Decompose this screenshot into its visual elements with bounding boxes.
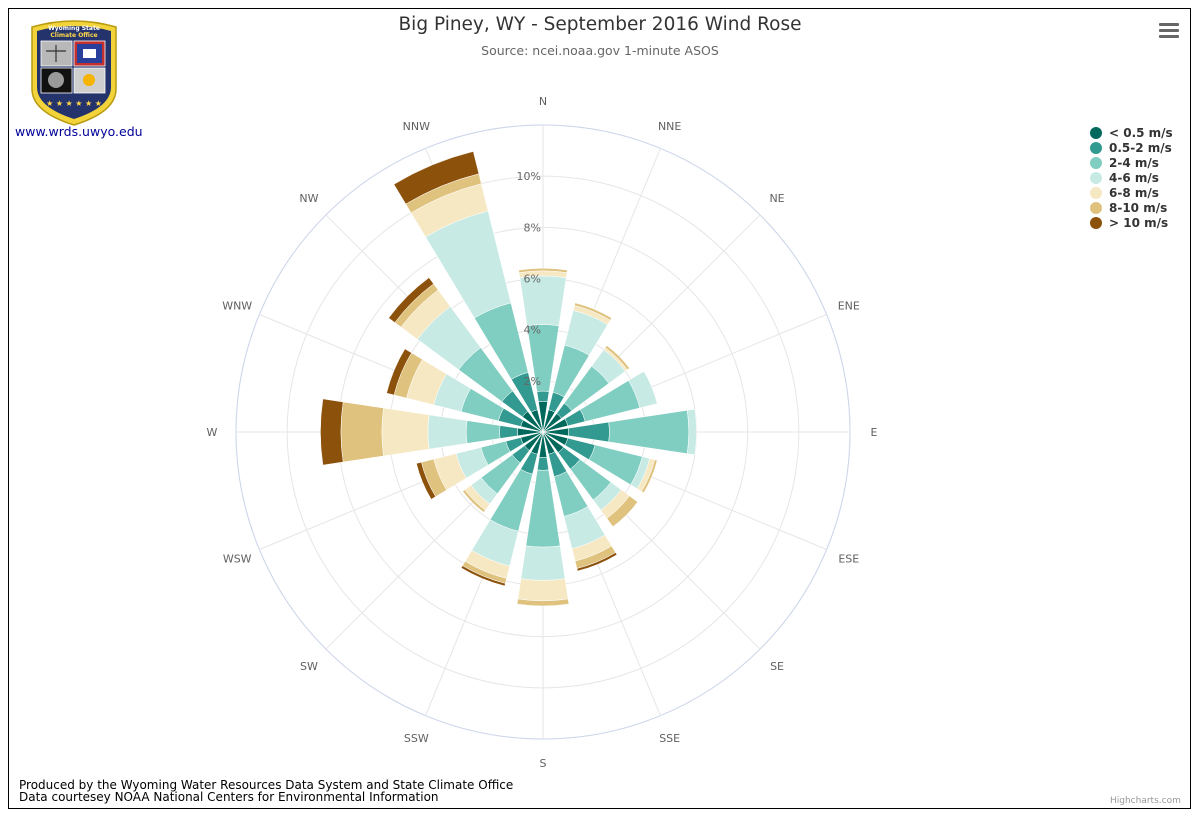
legend-item[interactable]: 2-4 m/s bbox=[1090, 155, 1173, 170]
legend-item[interactable]: 4-6 m/s bbox=[1090, 170, 1173, 185]
highcharts-credit[interactable]: Highcharts.com bbox=[1110, 796, 1181, 806]
direction-label-e: E bbox=[871, 426, 878, 439]
wind-bar-w[interactable] bbox=[320, 398, 344, 466]
legend-item[interactable]: < 0.5 m/s bbox=[1090, 125, 1173, 140]
legend-symbol bbox=[1090, 186, 1102, 199]
wind-bar-s[interactable] bbox=[520, 545, 566, 581]
legend-symbol bbox=[1090, 216, 1102, 229]
direction-label-nne: NNE bbox=[658, 120, 681, 133]
wind-bar-n[interactable] bbox=[518, 268, 568, 273]
wind-bar-e[interactable] bbox=[568, 421, 610, 443]
website-link[interactable]: www.wrds.uwyo.edu bbox=[15, 124, 143, 139]
direction-label-ne: NE bbox=[769, 192, 784, 205]
direction-label-w: W bbox=[207, 426, 218, 439]
legend-label: 0.5-2 m/s bbox=[1109, 140, 1172, 155]
legend: < 0.5 m/s 0.5-2 m/s 2-4 m/s 4-6 m/s 6-8 m/s 8… bbox=[1090, 125, 1173, 230]
legend-item[interactable]: 8-10 m/s bbox=[1090, 200, 1173, 215]
chart-title: Big Piney, WY - September 2016 Wind Rose bbox=[398, 14, 802, 35]
logo-text-line2: Climate Office bbox=[50, 32, 97, 39]
wind-bar-sw[interactable] bbox=[462, 489, 486, 513]
legend-item[interactable]: 0.5-2 m/s bbox=[1090, 140, 1173, 155]
wind-bar-ssw[interactable] bbox=[460, 565, 506, 587]
radial-tick-label: 6% bbox=[524, 273, 541, 286]
wind-bar-s[interactable] bbox=[517, 578, 569, 602]
wind-bar-e[interactable] bbox=[608, 410, 690, 454]
wind-bar-w[interactable] bbox=[499, 425, 518, 439]
legend-item[interactable]: 6-8 m/s bbox=[1090, 185, 1173, 200]
legend-label: > 10 m/s bbox=[1109, 215, 1169, 230]
radial-tick-label: 4% bbox=[524, 324, 541, 337]
direction-label-ene: ENE bbox=[838, 299, 860, 312]
legend-symbol bbox=[1090, 201, 1102, 214]
climate-office-logo: Wyoming State Climate Office ★ ★ ★ ★ ★ ★ bbox=[31, 20, 117, 126]
legend-label: 8-10 m/s bbox=[1109, 200, 1168, 215]
direction-label-ese: ESE bbox=[838, 553, 859, 566]
direction-label-sse: SSE bbox=[659, 732, 680, 745]
wind-bar-nw[interactable] bbox=[388, 277, 434, 323]
direction-label-ssw: SSW bbox=[404, 732, 429, 745]
direction-label-wnw: WNW bbox=[222, 299, 252, 312]
legend-label: 4-6 m/s bbox=[1109, 170, 1159, 185]
wind-bar-nnw[interactable] bbox=[393, 151, 480, 205]
direction-label-n: N bbox=[539, 95, 547, 108]
wind-bar-w[interactable] bbox=[427, 414, 468, 450]
wind-bar-w[interactable] bbox=[340, 401, 384, 463]
wind-bar-sse[interactable] bbox=[576, 552, 618, 572]
wind-rose-bars bbox=[320, 151, 697, 607]
direction-label-s: S bbox=[540, 757, 547, 770]
wind-bar-se[interactable] bbox=[606, 495, 639, 528]
direction-label-nw: NW bbox=[299, 192, 318, 205]
legend-symbol bbox=[1090, 156, 1102, 169]
svg-text:★ ★ ★ ★ ★ ★: ★ ★ ★ ★ ★ ★ bbox=[46, 99, 102, 108]
wind-bar-n[interactable] bbox=[536, 390, 550, 402]
legend-label: 6-8 m/s bbox=[1109, 185, 1159, 200]
wind-bar-s[interactable] bbox=[516, 598, 570, 607]
wind-bar-wnw[interactable] bbox=[386, 348, 412, 396]
hamburger-menu-icon[interactable] bbox=[1157, 20, 1181, 42]
wind-bar-ene[interactable] bbox=[628, 370, 658, 409]
legend-label: 2-4 m/s bbox=[1109, 155, 1159, 170]
direction-label-wsw: WSW bbox=[223, 553, 252, 566]
axis-labels: N NNE NE ENE E ESE SE SSE S SSW SW WSW W WNW NW NNW 2% 4%… bbox=[207, 95, 878, 770]
legend-label: < 0.5 m/s bbox=[1109, 125, 1173, 140]
wind-bar-ese[interactable] bbox=[641, 459, 658, 494]
logo-text-line1: Wyoming State bbox=[48, 25, 100, 32]
wind-bar-w[interactable] bbox=[466, 420, 501, 444]
legend-item[interactable]: > 10 m/s bbox=[1090, 215, 1173, 230]
wind-bar-s[interactable] bbox=[537, 457, 549, 471]
radial-tick-label: 10% bbox=[517, 170, 541, 183]
direction-label-se: SE bbox=[770, 660, 784, 673]
wind-bar-ne[interactable] bbox=[604, 345, 630, 371]
legend-symbol bbox=[1090, 171, 1102, 184]
chart-subtitle: Source: ncei.noaa.gov 1-minute ASOS bbox=[481, 43, 719, 58]
radial-tick-label: 2% bbox=[524, 375, 541, 388]
direction-label-nnw: NNW bbox=[403, 120, 430, 133]
footer-credit-line1: Produced by the Wyoming Water Resources … bbox=[19, 778, 514, 792]
wind-bar-e[interactable] bbox=[686, 408, 697, 456]
footer-credit-line2: Data courtesey NOAA National Centers for… bbox=[19, 790, 439, 804]
wind-bar-w[interactable] bbox=[381, 407, 430, 457]
legend-symbol bbox=[1090, 126, 1102, 139]
wind-bar-wsw[interactable] bbox=[416, 461, 436, 500]
direction-label-sw: SW bbox=[300, 660, 318, 673]
legend-symbol bbox=[1090, 141, 1102, 154]
radial-tick-label: 8% bbox=[524, 221, 541, 234]
wind-bar-nne[interactable] bbox=[574, 302, 612, 321]
